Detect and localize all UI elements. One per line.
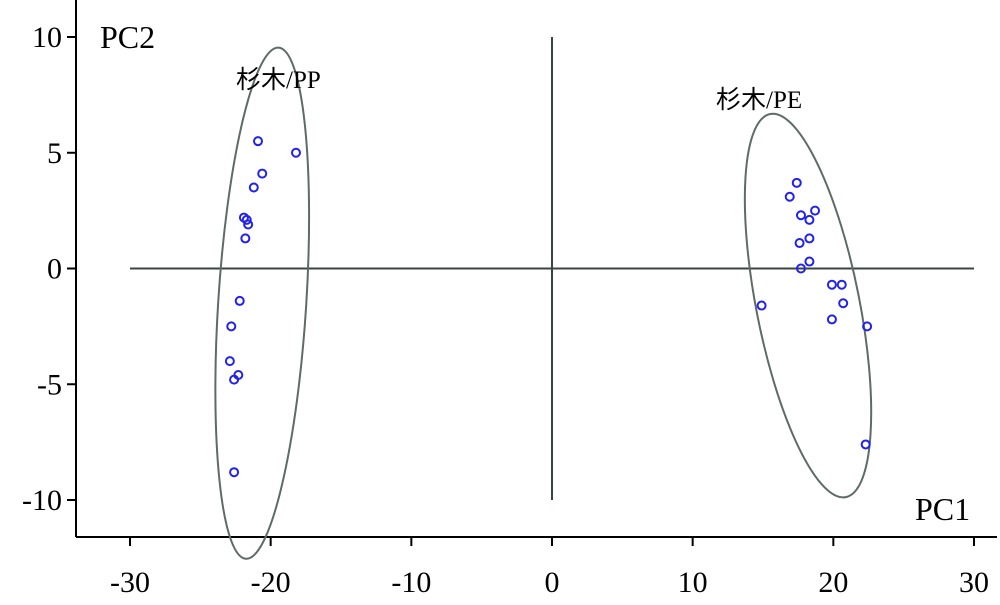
data-point	[838, 298, 849, 309]
data-point	[784, 191, 795, 202]
data-point	[756, 300, 767, 311]
group-label: 杉木/PP	[236, 66, 321, 94]
confidence-ellipse	[743, 112, 873, 499]
x-axis-label: PC1	[915, 491, 970, 527]
data-point	[794, 238, 805, 249]
data-point	[795, 210, 806, 221]
x-tick-label: 10	[678, 566, 708, 599]
data-point	[804, 214, 815, 225]
y-tick-label: 5	[47, 137, 62, 170]
data-point	[248, 182, 259, 193]
y-tick-label: 0	[47, 253, 62, 286]
data-point	[234, 295, 245, 306]
data-point	[229, 374, 240, 385]
data-point	[290, 147, 301, 158]
data-point	[224, 356, 235, 367]
data-point	[226, 321, 237, 332]
y-tick-label: -5	[37, 368, 62, 401]
data-point	[240, 233, 251, 244]
x-tick-label: -10	[391, 566, 431, 599]
data-point	[826, 314, 837, 325]
data-point	[810, 205, 821, 216]
x-tick-label: 0	[545, 566, 560, 599]
data-point	[836, 279, 847, 290]
data-point	[243, 219, 254, 230]
plot-area: -30 -20 -10 0 10 20 30 10 5 0 -5 -10 PC2 PC1 杉木/PP 杉木/P…	[22, 0, 997, 599]
data-point	[791, 177, 802, 188]
data-point	[241, 214, 252, 225]
y-tick-label: 10	[32, 21, 62, 54]
x-tick-label: 30	[959, 566, 989, 599]
y-axis-label: PC2	[100, 19, 155, 55]
data-point	[253, 136, 264, 147]
confidence-ellipse	[214, 46, 311, 560]
x-tick-label: -30	[110, 566, 150, 599]
y-tick-label: -10	[22, 484, 62, 517]
data-point	[804, 233, 815, 244]
data-point	[826, 279, 837, 290]
data-point	[862, 321, 873, 332]
data-point	[804, 256, 815, 267]
group-label: 杉木/PE	[716, 86, 802, 114]
data-point	[795, 263, 806, 274]
data-point	[229, 467, 240, 478]
x-tick-label: -20	[251, 566, 291, 599]
data-point	[860, 439, 871, 450]
data-point	[257, 168, 268, 179]
x-tick-label: 20	[818, 566, 848, 599]
